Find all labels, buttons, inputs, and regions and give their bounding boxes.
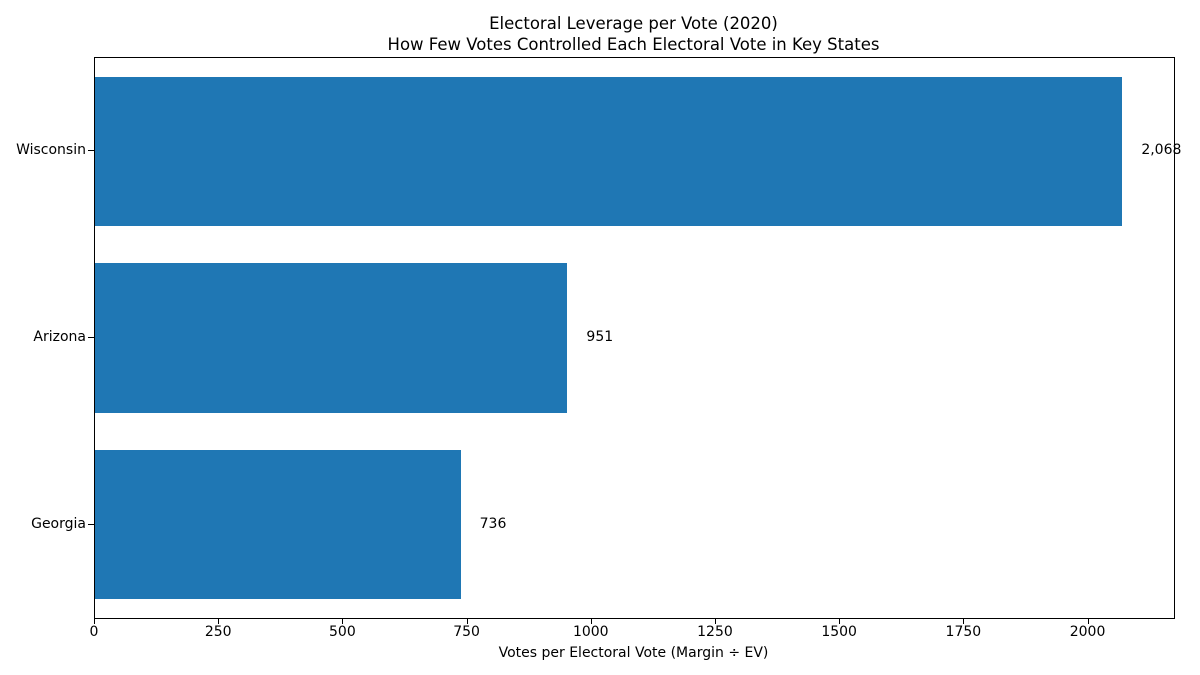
bar-value-label: 951 <box>586 329 614 345</box>
x-tick-label: 500 <box>329 624 356 640</box>
x-tick-mark <box>218 618 220 624</box>
x-axis-label: Votes per Electoral Vote (Margin ÷ EV) <box>498 645 769 661</box>
x-tick-mark <box>94 618 95 624</box>
x-tick-mark <box>466 618 468 624</box>
x-tick-mark <box>963 618 965 624</box>
x-tick-label: 1500 <box>821 624 857 640</box>
chart-title-block: Electoral Leverage per Vote (2020) How F… <box>94 13 1173 55</box>
x-tick-label: 250 <box>204 624 232 640</box>
x-tick-label: 2000 <box>1069 624 1106 640</box>
bar-arizona <box>95 263 568 413</box>
x-tick-label: 1250 <box>697 624 733 640</box>
x-tick-mark <box>342 618 344 624</box>
y-tick-mark <box>88 337 94 338</box>
y-tick-label-wisconsin: Wisconsin <box>16 142 86 159</box>
y-tick-label-georgia: Georgia <box>31 515 86 532</box>
x-tick-mark <box>590 618 592 624</box>
y-tick-mark <box>88 150 94 152</box>
y-tick-label-arizona: Arizona <box>33 329 86 345</box>
bar-georgia <box>95 450 461 600</box>
x-tick-label: 0 <box>89 624 99 640</box>
chart-subtitle: How Few Votes Controlled Each Electoral … <box>387 35 880 54</box>
x-tick-label: 1750 <box>945 624 982 640</box>
bar-wisconsin <box>95 76 1123 226</box>
x-tick-label: 750 <box>453 624 480 640</box>
x-tick-mark <box>1087 618 1089 624</box>
x-tick-mark <box>839 618 841 624</box>
x-tick-mark <box>714 618 716 624</box>
x-tick-label: 1000 <box>572 624 609 640</box>
chart-title: Electoral Leverage per Vote (2020) <box>489 14 778 33</box>
bar-value-label: 2,068 <box>1141 142 1182 159</box>
plot-area <box>94 57 1175 619</box>
bar-value-label: 736 <box>479 515 507 532</box>
y-tick-mark <box>88 523 94 525</box>
